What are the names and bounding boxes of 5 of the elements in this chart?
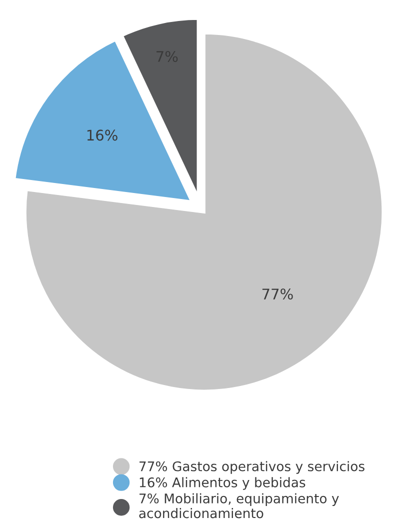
legend-label: 16% Alimentos y bebidas [140,477,306,490]
data-label: 16% [87,130,118,141]
data-label: 77% [262,288,293,300]
legend-label: 77% Gastos operativos y servicios [140,461,364,474]
legend-label: 7% Mobiliario, equipamiento y acondicionamiento [139,493,339,518]
